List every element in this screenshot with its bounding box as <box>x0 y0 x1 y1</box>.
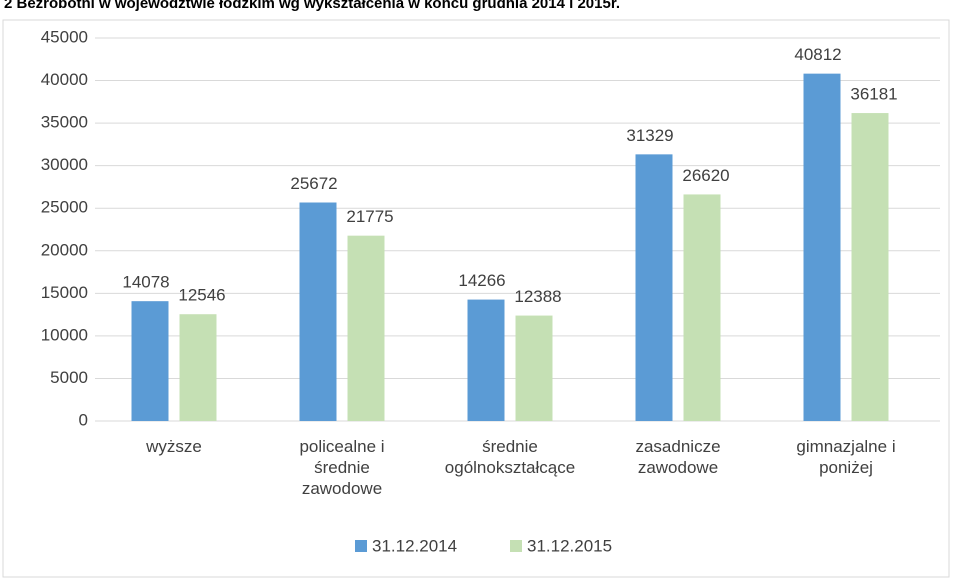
chart-border <box>2 19 950 578</box>
y-tick-label: 15000 <box>41 283 88 302</box>
y-tick-label: 5000 <box>50 368 88 387</box>
bar <box>299 202 337 421</box>
legend-swatch <box>510 540 522 552</box>
y-tick-label: 45000 <box>41 27 88 46</box>
x-tick-label: gimnazjalne i poniżej <box>796 437 896 477</box>
data-label: 40812 <box>794 45 841 64</box>
bar <box>515 315 553 421</box>
x-tick-label: średnie ogólnokształcące <box>444 437 576 477</box>
bar <box>683 194 721 421</box>
data-label: 21775 <box>346 207 393 226</box>
data-label: 14078 <box>122 273 169 292</box>
data-label: 14266 <box>458 271 505 290</box>
bar <box>179 314 217 421</box>
data-label: 26620 <box>682 166 729 185</box>
x-tick-label: zasadnicze zawodowe <box>635 437 721 477</box>
legend-label: 31.12.2015 <box>527 536 612 555</box>
data-label: 12546 <box>178 286 225 305</box>
x-tick-label: wyższe <box>146 437 202 456</box>
data-label: 12388 <box>514 287 561 306</box>
chart-title: 2 Bezrobotni w województwie łódzkim wg w… <box>4 0 620 12</box>
legend-label: 31.12.2014 <box>372 536 457 555</box>
x-tick-label: policealne i średnie zawodowe <box>299 437 385 498</box>
bar <box>347 235 385 421</box>
y-tick-label: 0 <box>79 410 88 429</box>
bar <box>131 301 169 421</box>
bar <box>467 299 505 421</box>
y-tick-label: 25000 <box>41 198 88 217</box>
data-label: 31329 <box>626 126 673 145</box>
y-tick-label: 30000 <box>41 155 88 174</box>
data-label: 25672 <box>290 174 337 193</box>
bar <box>803 73 841 421</box>
y-tick-label: 35000 <box>41 113 88 132</box>
legend-swatch <box>355 540 367 552</box>
y-tick-label: 10000 <box>41 325 88 344</box>
data-label: 36181 <box>850 85 897 104</box>
bar <box>635 154 673 421</box>
y-tick-label: 20000 <box>41 240 88 259</box>
bar <box>851 113 889 422</box>
y-tick-label: 40000 <box>41 70 88 89</box>
